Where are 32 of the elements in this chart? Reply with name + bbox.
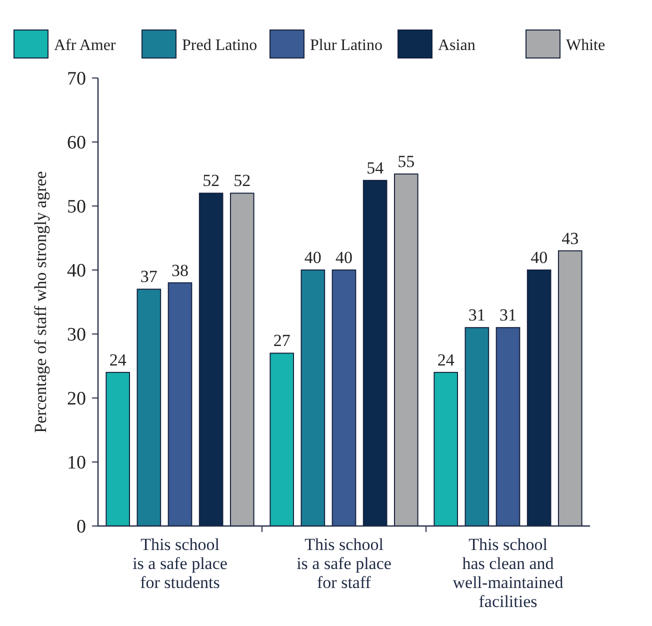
y-tick-label: 20 — [67, 388, 86, 410]
data-label: 38 — [172, 260, 188, 280]
y-tick-label: 40 — [67, 260, 86, 282]
y-axis-title: Percentage of staff who strongly agree — [31, 171, 50, 433]
data-label: 27 — [273, 331, 291, 350]
legend-label: Afr Amer — [54, 37, 116, 54]
data-label: 31 — [500, 306, 516, 325]
legend-label: Plur Latino — [310, 37, 382, 54]
data-label: 52 — [234, 171, 251, 190]
data-label: 54 — [366, 158, 384, 178]
x-tick-label: This school is a safe place for staff — [296, 535, 392, 592]
legend-label: White — [566, 37, 606, 54]
data-label: 24 — [437, 350, 455, 370]
data-label: 40 — [304, 248, 322, 267]
legend-label: Pred Latino — [182, 37, 258, 54]
data-label: 43 — [562, 228, 579, 248]
data-label: 55 — [398, 152, 415, 171]
legend-label: Asian — [438, 37, 476, 54]
x-tick-label: This school has clean and well-maintained facilities — [452, 535, 564, 611]
y-tick-label: 50 — [67, 196, 86, 218]
y-tick-label: 60 — [67, 132, 86, 154]
y-tick-label: 30 — [67, 324, 86, 346]
data-label: 40 — [336, 248, 352, 267]
y-tick-label: 10 — [67, 452, 86, 474]
data-label: 52 — [202, 171, 220, 190]
data-label: 31 — [468, 306, 486, 325]
y-tick-label: 0 — [76, 516, 86, 538]
x-tick-label: This school is a safe place for students — [132, 535, 228, 592]
y-tick-label: 70 — [67, 68, 86, 90]
data-label: 37 — [140, 267, 158, 286]
data-label: 40 — [530, 248, 548, 267]
data-label: 24 — [109, 350, 127, 370]
